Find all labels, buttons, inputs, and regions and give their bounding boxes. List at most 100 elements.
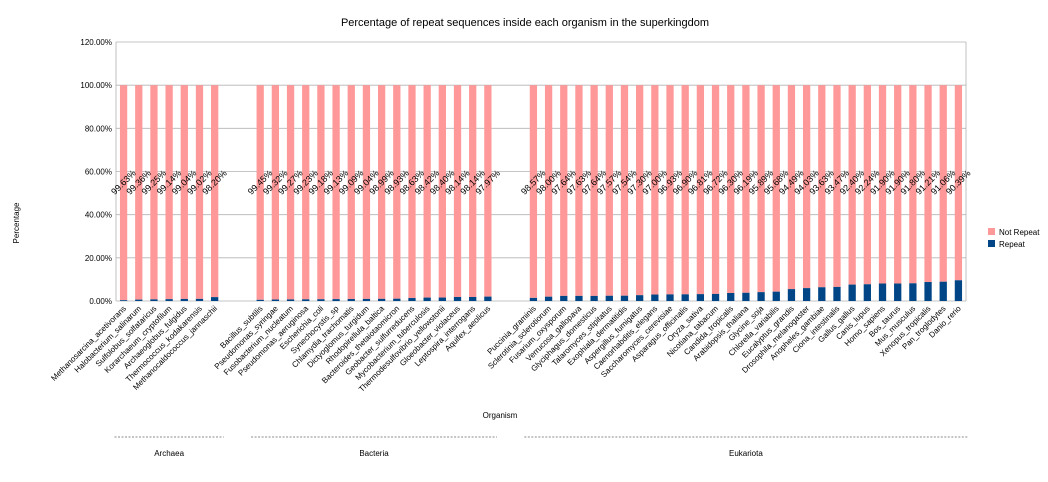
bar-not-repeat <box>423 85 431 298</box>
bar-not-repeat <box>757 85 765 293</box>
bar-not-repeat <box>135 85 143 300</box>
bar-repeat <box>636 295 644 301</box>
bar-repeat <box>954 280 963 301</box>
y-axis-ticks: 0.00% 20.00% 40.00% 60.00% 80.00% 100.00% 120.… <box>80 38 112 306</box>
bar-repeat <box>453 296 462 301</box>
bar-not-repeat <box>681 85 689 295</box>
legend-label: Not Repeat <box>999 228 1040 237</box>
bar-repeat <box>711 293 720 301</box>
bar-not-repeat <box>347 85 355 300</box>
legend: Not Repeat Repeat <box>988 228 1040 249</box>
bar-not-repeat <box>894 85 902 284</box>
bar-not-repeat <box>302 85 310 300</box>
bar-repeat <box>438 297 446 301</box>
bar-not-repeat <box>195 85 204 299</box>
bar-repeat <box>408 298 416 301</box>
bar-not-repeat <box>848 85 856 285</box>
bar-not-repeat <box>666 85 674 295</box>
bar-repeat <box>666 294 674 301</box>
bar-not-repeat <box>165 85 173 300</box>
bar-not-repeat <box>362 85 371 299</box>
bar-repeat <box>165 299 173 301</box>
bar-repeat <box>362 298 371 301</box>
bar-not-repeat <box>833 85 841 287</box>
bar-not-repeat <box>332 85 340 300</box>
y-tick-label: 100.00% <box>80 81 112 90</box>
bar-repeat <box>590 295 598 301</box>
bar-not-repeat <box>636 85 644 296</box>
bar-repeat <box>135 299 143 301</box>
bar-repeat <box>180 298 188 301</box>
bar-not-repeat <box>271 85 280 300</box>
bar-repeat <box>560 295 568 301</box>
bar-not-repeat <box>119 85 128 301</box>
bar-repeat <box>211 297 219 301</box>
bar-repeat <box>286 299 295 301</box>
bar-not-repeat <box>286 85 295 300</box>
bar-repeat <box>575 295 583 301</box>
bar-not-repeat <box>711 85 720 294</box>
bar-repeat <box>651 294 659 301</box>
bar-repeat <box>469 296 477 301</box>
bar-repeat <box>848 284 856 301</box>
bar-not-repeat <box>590 85 598 296</box>
bar-repeat <box>377 298 386 301</box>
bar-not-repeat <box>256 85 264 300</box>
bar-repeat <box>544 296 553 301</box>
group-label: Archaea <box>154 449 184 458</box>
bar-not-repeat <box>560 85 568 296</box>
bar-repeat <box>924 282 932 301</box>
bar-not-repeat <box>408 85 416 299</box>
bar-repeat <box>757 292 765 301</box>
bar-not-repeat <box>924 85 932 283</box>
bar-not-repeat <box>939 85 947 282</box>
bar-repeat <box>271 299 280 301</box>
x-axis-label: Organism <box>483 411 518 420</box>
bar-repeat <box>347 299 355 301</box>
bar-repeat <box>742 292 750 301</box>
bar-not-repeat <box>772 85 780 292</box>
bar-not-repeat <box>696 85 705 295</box>
bar-repeat <box>119 300 128 301</box>
y-tick-label: 80.00% <box>85 124 112 133</box>
bar-repeat <box>317 299 325 301</box>
legend-swatch <box>988 240 995 247</box>
bar-repeat <box>423 297 431 301</box>
bar-not-repeat <box>377 85 386 299</box>
bar-repeat <box>529 297 538 301</box>
bar-repeat <box>681 294 689 301</box>
bar-not-repeat <box>575 85 583 296</box>
bar-repeat <box>863 284 871 301</box>
bar-repeat <box>772 291 780 301</box>
y-tick-label: 20.00% <box>85 254 112 263</box>
bar-repeat <box>150 299 158 301</box>
legend-swatch <box>988 228 995 235</box>
bar-not-repeat <box>818 85 826 288</box>
y-tick-label: 60.00% <box>85 168 112 177</box>
group-label: Bacteria <box>359 449 389 458</box>
y-axis-label: Percentage <box>12 202 21 243</box>
bar-not-repeat <box>787 85 796 290</box>
bar-not-repeat <box>878 85 887 284</box>
bar-not-repeat <box>954 85 963 281</box>
bar-repeat <box>332 299 340 301</box>
bar-repeat <box>727 293 735 301</box>
bar-not-repeat <box>605 85 613 296</box>
bar-not-repeat <box>393 85 401 299</box>
bar-not-repeat <box>150 85 158 300</box>
y-tick-label: 120.00% <box>80 38 112 47</box>
bar-repeat <box>605 295 613 301</box>
legend-label: Repeat <box>999 240 1026 249</box>
bar-not-repeat <box>469 85 477 297</box>
y-tick-label: 0.00% <box>89 297 112 306</box>
bar-repeat <box>195 298 204 301</box>
bar-not-repeat <box>620 85 629 296</box>
x-tick-labels: Methanosarcina_acetivoransHalobacterium_… <box>49 304 963 394</box>
bar-repeat <box>818 287 826 301</box>
bar-repeat <box>894 283 902 301</box>
bar-not-repeat <box>863 85 871 285</box>
bar-not-repeat <box>180 85 188 299</box>
bar-not-repeat <box>317 85 325 300</box>
bar-not-repeat <box>802 85 811 289</box>
